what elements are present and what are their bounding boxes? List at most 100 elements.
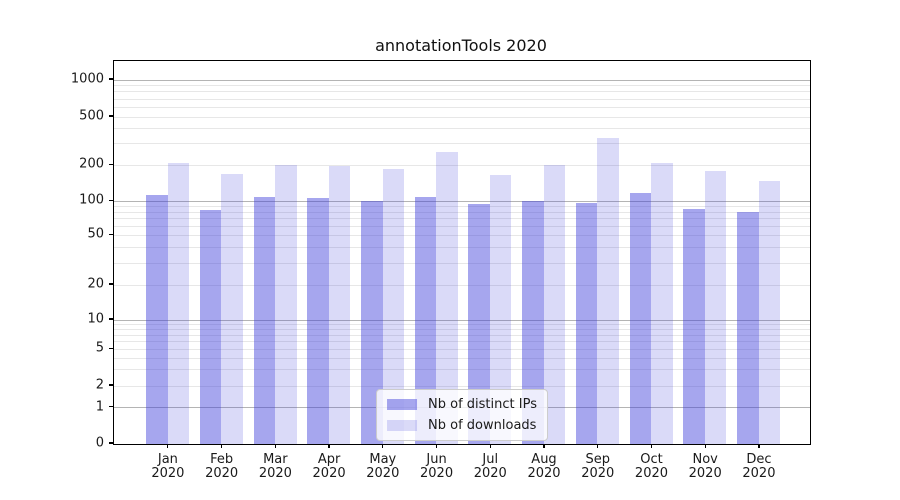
bar-distinct-ips-sep [575,203,598,444]
bar-downloads-feb [221,173,243,444]
gridline-minor-300 [114,143,810,145]
gridline-minor-6 [114,341,810,343]
y-tick-label-5: 5 [95,340,104,356]
y-tick-mark [109,283,113,285]
x-tick-mark [435,444,438,449]
gridline-minor-500 [114,116,810,118]
gridline-minor-8 [114,328,810,330]
y-tick-label-1000: 1000 [70,71,104,87]
x-tick-label-feb: Feb 2020 [205,452,239,481]
y-tick-mark [109,347,113,349]
y-tick-label-20: 20 [87,276,104,292]
bar-distinct-ips-oct [629,193,652,444]
gridline-minor-20 [114,284,810,286]
x-tick-mark [597,444,599,449]
y-tick-label-100: 100 [79,192,104,208]
bar-distinct-ips-apr [307,198,329,444]
gridline-minor-5 [114,348,810,350]
bar-distinct-ips-jan [146,195,168,444]
bar-distinct-ips-mar [253,197,276,444]
bar-distinct-ips-dec [737,212,759,444]
gridline-minor-70 [114,218,810,220]
legend-item-downloads: Nb of downloads [387,418,537,433]
y-tick-mark [109,442,113,444]
bar-downloads-nov [704,171,727,444]
y-tick-mark [109,406,113,408]
gridline-minor-30 [114,262,810,264]
gridline-minor-80 [114,211,810,213]
x-tick-label-jul: Jul 2020 [473,452,507,481]
y-tick-label-2: 2 [95,377,104,393]
bar-downloads-jul [489,175,512,444]
x-tick-mark [543,444,545,449]
bar-downloads-mar [275,165,297,444]
x-tick-mark [328,444,330,449]
plot-area: Nb of distinct IPs Nb of downloads [113,60,811,445]
bar-downloads-may [382,169,405,444]
y-tick-mark [109,384,113,386]
y-tick-mark [109,163,113,165]
x-tick-mark [758,444,760,449]
bar-downloads-sep [597,138,619,444]
gridline-minor-600 [114,106,810,108]
legend: Nb of distinct IPs Nb of downloads [376,389,548,441]
x-tick-label-oct: Oct 2020 [634,452,669,481]
gridline-minor-4 [114,357,810,359]
legend-swatch-downloads [387,420,418,431]
gridline-minor-40 [114,246,810,248]
legend-item-distinct-ips: Nb of distinct IPs [387,397,537,412]
bar-downloads-apr [328,165,351,444]
gridline-major-10 [114,319,810,321]
gridline-major-100 [114,200,810,202]
y-tick-mark [109,233,113,235]
legend-label-downloads: Nb of downloads [428,418,537,433]
y-tick-mark [109,78,113,80]
bar-downloads-dec [758,180,781,444]
x-tick-mark [274,444,276,449]
gridline-minor-900 [114,85,810,87]
gridline-minor-9 [114,323,810,325]
gridline-minor-7 [114,334,810,336]
y-tick-label-0: 0 [95,435,104,451]
gridline-minor-200 [114,164,810,166]
bar-downloads-jan [167,163,190,444]
gridline-major-1000 [114,79,810,81]
bar-downloads-jun [436,151,458,444]
y-tick-label-1: 1 [95,399,104,415]
y-tick-mark [109,115,113,117]
bar-distinct-ips-feb [199,209,222,444]
gridline-minor-90 [114,205,810,207]
bar-downloads-oct [651,163,673,444]
y-tick-mark [109,199,113,201]
x-tick-label-jan: Jan 2020 [151,452,185,481]
x-tick-mark [489,444,491,449]
x-tick-label-mar: Mar 2020 [258,452,292,481]
x-tick-mark [704,444,706,449]
x-tick-label-jun: Jun 2020 [420,452,454,481]
y-tick-label-500: 500 [79,108,104,124]
y-tick-mark [109,318,113,320]
chart-title: annotationTools 2020 [375,36,547,55]
x-tick-mark [167,444,169,449]
gridline-minor-60 [114,225,810,227]
bar-distinct-ips-nov [683,209,705,444]
bar-downloads-aug [543,165,566,444]
gridline-minor-400 [114,128,810,130]
legend-swatch-distinct-ips [387,399,418,410]
gridline-minor-50 [114,234,810,236]
gridline-minor-800 [114,91,810,93]
x-tick-label-apr: Apr 2020 [312,452,346,481]
x-tick-label-may: May 2020 [366,452,400,481]
x-tick-label-dec: Dec 2020 [742,452,776,481]
gridline-minor-2 [114,385,810,387]
gridline-minor-3 [114,369,810,371]
x-tick-mark [221,444,223,449]
gridline-minor-700 [114,98,810,100]
y-tick-label-10: 10 [87,311,104,327]
x-tick-label-aug: Aug 2020 [527,452,561,481]
bar-distinct-ips-jul [468,203,490,444]
x-tick-label-nov: Nov 2020 [688,452,722,481]
bar-distinct-ips-aug [522,201,544,444]
x-tick-mark [650,444,653,449]
